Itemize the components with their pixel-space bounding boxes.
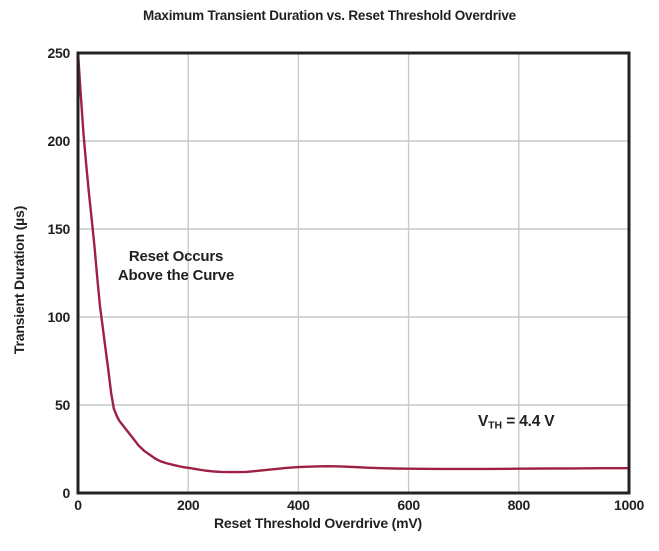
vth-symbol: V: [478, 413, 489, 430]
vth-annotation: VTH = 4.4 V: [478, 413, 555, 432]
reset-region-annotation-line2: Above the Curve: [117, 267, 235, 284]
data-curve: [76, 51, 631, 474]
y-axis-label: Transient Duration (µs): [11, 205, 27, 355]
y-tick-label: 100: [47, 309, 71, 325]
vth-subscript: TH: [488, 419, 503, 432]
y-tick-label: 50: [55, 397, 70, 413]
reset-region-annotation: Reset Occurs Above the Curve: [96, 247, 256, 285]
gridlines: [78, 53, 629, 493]
x-axis-label: Reset Threshold Overdrive (mV): [214, 515, 422, 531]
plot-border: [76, 51, 631, 495]
axes-frame: [76, 51, 631, 495]
x-tick-label: 400: [287, 497, 310, 513]
y-tick-label: 150: [47, 221, 71, 237]
x-tick-label: 1000: [614, 497, 644, 513]
y-tick-label: 200: [47, 133, 71, 149]
x-tick-label: 800: [507, 497, 531, 513]
y-tick-label: 250: [47, 45, 71, 61]
reset-region-annotation-line1: Reset Occurs: [128, 248, 224, 265]
x-tick-label: 0: [74, 497, 82, 513]
x-tick-label: 600: [397, 497, 420, 513]
y-tick-label: 0: [62, 485, 71, 501]
chart-title: Maximum Transient Duration vs. Reset Thr…: [143, 8, 516, 23]
x-tick-label: 200: [176, 497, 200, 513]
curve-maximum-transient-duration: [76, 51, 631, 474]
vth-value: = 4.4 V: [502, 413, 555, 430]
